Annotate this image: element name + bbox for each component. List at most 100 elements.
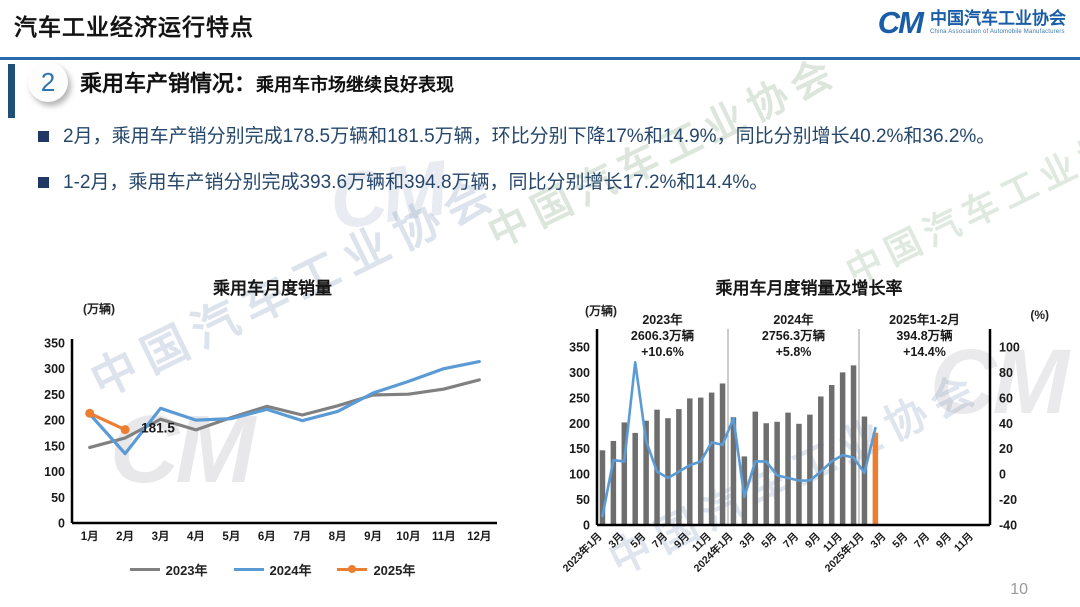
axis-label: 5月 (222, 530, 240, 543)
sales-bar (785, 412, 791, 525)
axis-label: 50 (576, 493, 590, 507)
axis-label: 300 (44, 362, 65, 376)
legend-swatch (337, 565, 368, 573)
axis-label: 9月 (364, 530, 382, 543)
line-series-2025年 (88, 411, 127, 432)
sales-growth-combo-chart: 乘用车月度销量及增长率 (万辆) (%) 0 50 100 150 200 250 300 3… (553, 268, 1065, 607)
bullet-square-icon (38, 177, 49, 189)
sales-bar (872, 432, 879, 525)
x-tick-label: 3月 (606, 531, 626, 551)
axis-label: 20 (999, 442, 1013, 456)
axis-label: 150 (569, 442, 590, 456)
axis-label: 350 (569, 341, 590, 355)
axis-label: 11月 (432, 530, 456, 543)
legend-label: 2024年 (269, 563, 312, 578)
axis-label: -20 (999, 493, 1017, 507)
page-number: 10 (1010, 581, 1028, 598)
sales-bar (654, 409, 660, 525)
axis-label: 100 (569, 468, 590, 482)
legend-item: 2023年 (129, 560, 208, 579)
axis-label: 250 (44, 388, 65, 402)
sales-bar (719, 383, 726, 525)
x-tick-label: 2023年1月 (560, 530, 605, 575)
monthly-sales-line-chart: 乘用车月度销量 (万辆) 0 50 100 150 200 250 300 350 1月 2月 3月… (35, 268, 510, 603)
axis-label: 60 (999, 391, 1013, 405)
year-summary-annotation: 2023年 (642, 312, 683, 327)
x-tick-label: 9月 (934, 531, 954, 551)
caam-logo-icon: CM (877, 5, 924, 40)
chart-title: 乘用车月度销量及增长率 (715, 279, 903, 298)
sales-bar (752, 411, 759, 525)
sales-bar (730, 417, 737, 525)
axis-label: 0 (999, 468, 1006, 482)
sales-bar (796, 423, 802, 525)
axis-label: 100 (999, 341, 1020, 355)
y-axis-unit-label: (万辆) (83, 302, 115, 316)
sales-bar (643, 420, 649, 525)
year-summary-annotation: +10.6% (641, 345, 684, 359)
combo-chart-canvas: 0 50 100 150 200 250 300 350 -40 -20 0 20 40 60 80 100 2… (560, 312, 1020, 575)
line-chart-canvas: 0 50 100 150 200 250 300 350 1月 2月 3月 4月 5月 6月 7月 8月 9月 1… (44, 337, 497, 543)
year-summary-annotation: 2024年 (773, 312, 814, 327)
right-axis-unit-label: (%) (1030, 308, 1049, 322)
year-summary-annotation: 394.8万辆 (896, 328, 953, 343)
year-summary-annotation: 2756.3万辆 (762, 328, 826, 343)
chart-legend: 2023年 2024年 2025年 (35, 560, 510, 579)
section-accent-bar (8, 64, 15, 118)
axis-label: 8月 (329, 530, 347, 543)
left-axis-unit-label: (万辆) (585, 304, 617, 318)
axis-label: 350 (44, 337, 65, 351)
axis-label: 3月 (152, 530, 170, 543)
axis-label: 1月 (81, 530, 99, 543)
axis-label: 80 (999, 366, 1013, 380)
axis-label: 100 (44, 465, 65, 479)
bullet-text: 1-2月，乘用车产销分别完成393.6万辆和394.8万辆，同比分别增长17.2… (63, 172, 769, 194)
legend-item: 2024年 (233, 560, 312, 579)
x-tick-label: 7月 (781, 531, 801, 551)
axis-label: 150 (44, 439, 65, 453)
logo-name: 中国汽车工业协会 (930, 9, 1066, 29)
axis-label: 0 (58, 517, 65, 531)
line-series-2023年 (88, 378, 481, 450)
x-tick-label: 7月 (650, 531, 670, 551)
sales-bar (621, 422, 628, 525)
sales-bar (763, 423, 769, 525)
section-subtitle: 乘用车市场继续良好表现 (256, 75, 455, 95)
x-tick-label: 9月 (672, 531, 692, 551)
line-series-2024年 (88, 359, 481, 456)
sales-bar (807, 414, 813, 525)
axis-label: 40 (999, 417, 1013, 431)
axis-label: 4月 (187, 530, 205, 543)
legend-item: 2025年 (337, 560, 415, 579)
axis-label: 250 (569, 391, 590, 405)
point-value-label: 181.5 (141, 421, 175, 436)
legend-label: 2023年 (165, 563, 208, 578)
axis-label: 200 (44, 414, 65, 428)
sales-bar (687, 398, 693, 525)
x-tick-label: 5月 (628, 531, 648, 551)
axis-label: -40 (999, 519, 1017, 533)
bullet-square-icon (38, 131, 49, 142)
sales-bar (818, 396, 824, 525)
x-tick-label: 9月 (803, 531, 823, 551)
sales-bar (665, 418, 671, 525)
sales-bar (632, 432, 638, 525)
x-tick-label: 7月 (912, 531, 932, 551)
bullet-text: 2月，乘用车产销分别完成178.5万辆和181.5万辆，环比分别下降17%和14… (63, 126, 996, 147)
legend-swatch (129, 568, 160, 571)
chart-title: 乘用车月度销量 (213, 279, 332, 298)
axis-label: 10月 (396, 530, 420, 543)
section-number-badge: 2 (28, 62, 68, 102)
year-summary-annotation: 2025年1-2月 (889, 312, 960, 327)
header-divider (0, 57, 1080, 60)
x-tick-label: 3月 (868, 531, 888, 551)
x-tick-label: 3月 (737, 531, 757, 551)
year-summary-annotation: +5.8% (776, 345, 812, 359)
x-tick-label: 11月 (952, 531, 976, 555)
axis-label: 12月 (467, 530, 491, 543)
logo-subtitle: China Association of Automobile Manufact… (930, 28, 1065, 35)
x-tick-label: 5月 (890, 531, 910, 551)
growth-rate-line (601, 360, 877, 518)
data-point-marker (120, 425, 130, 435)
axis-label: 6月 (258, 530, 276, 543)
